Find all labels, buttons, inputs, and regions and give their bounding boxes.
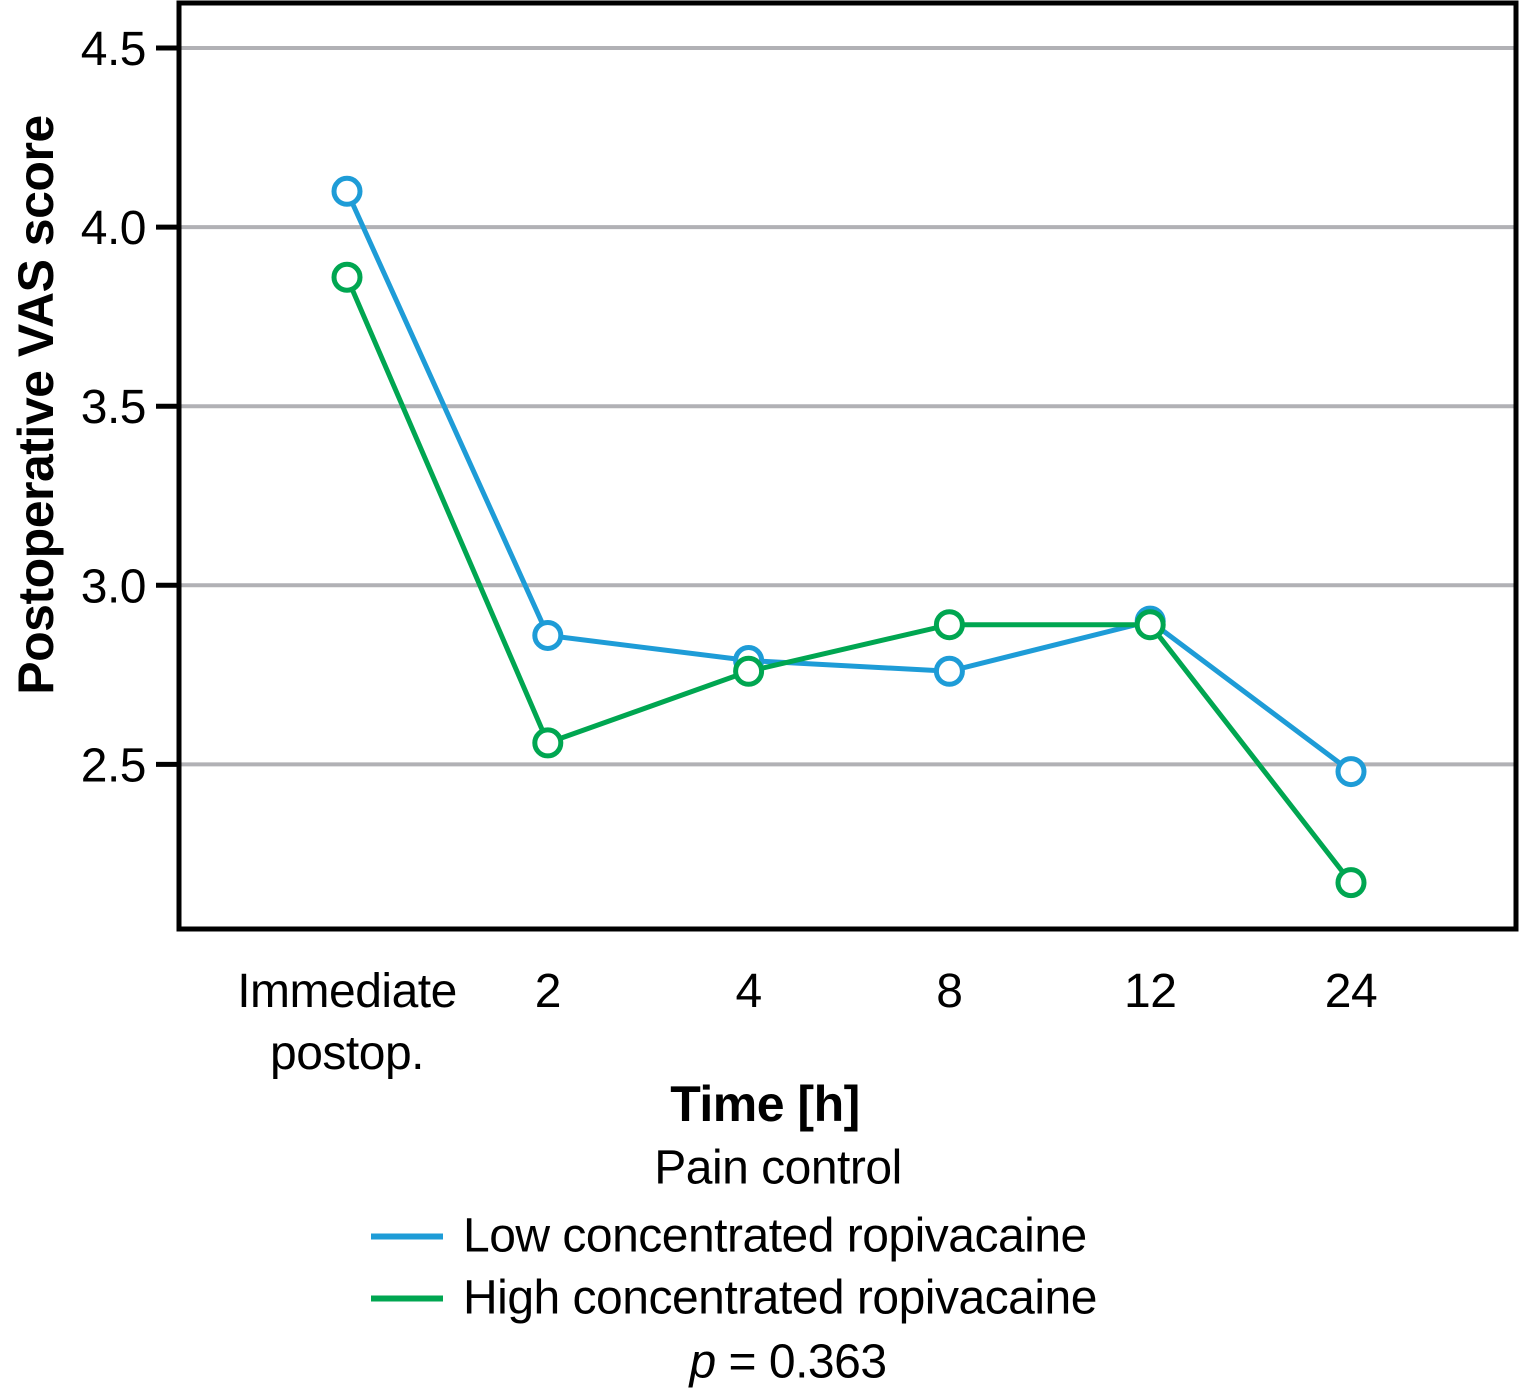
p-value-annotation: p = 0.363 (689, 1335, 887, 1390)
y-tick-label: 3.0 (81, 560, 146, 613)
data-point-high-5 (1335, 867, 1367, 899)
data-point-low-0 (331, 175, 363, 207)
x-axis-title: Time [h] (670, 1076, 860, 1132)
data-point-high-3 (933, 609, 965, 641)
data-point-high-1 (532, 727, 564, 759)
data-point-low-3 (933, 655, 965, 687)
series-line-low (344, 190, 1353, 774)
legend-line-swatch-high (371, 1295, 443, 1301)
legend-line-swatch-low (371, 1233, 443, 1239)
y-axis-title: Postoperative VAS score (8, 115, 64, 695)
x-tick-label: Immediate postop. (237, 965, 457, 1080)
data-point-low-5 (1335, 756, 1367, 788)
p-symbol: p (689, 1335, 716, 1389)
data-point-high-0 (331, 261, 363, 293)
y-tick-label: 4.5 (81, 23, 146, 76)
data-point-high-4 (1134, 609, 1166, 641)
legend-label-high: High concentrated ropivacaine (463, 1271, 1097, 1325)
legend-item-high-ropivacaine: High concentrated ropivacaine (371, 1271, 1097, 1326)
data-point-low-1 (532, 619, 564, 651)
legend-label-low: Low concentrated ropivacaine (463, 1209, 1087, 1263)
y-tick-label: 2.5 (81, 739, 146, 792)
plot-border (176, 0, 1519, 932)
data-point-high-2 (733, 655, 765, 687)
x-tick-label: 12 (1124, 965, 1176, 1018)
p-value-text: = 0.363 (715, 1335, 887, 1389)
legend-item-low-ropivacaine: Low concentrated ropivacaine (371, 1209, 1087, 1264)
x-tick-label: 24 (1325, 965, 1377, 1018)
series-line-high (344, 276, 1353, 885)
x-tick-label: 2 (535, 965, 561, 1018)
x-tick-label: 4 (735, 965, 761, 1018)
y-tick-label: 3.5 (81, 381, 146, 434)
plot-area-background (179, 3, 1516, 929)
legend-title: Pain control (654, 1141, 902, 1195)
y-tick-label: 4.0 (81, 202, 146, 255)
x-tick-label: 8 (936, 965, 962, 1018)
